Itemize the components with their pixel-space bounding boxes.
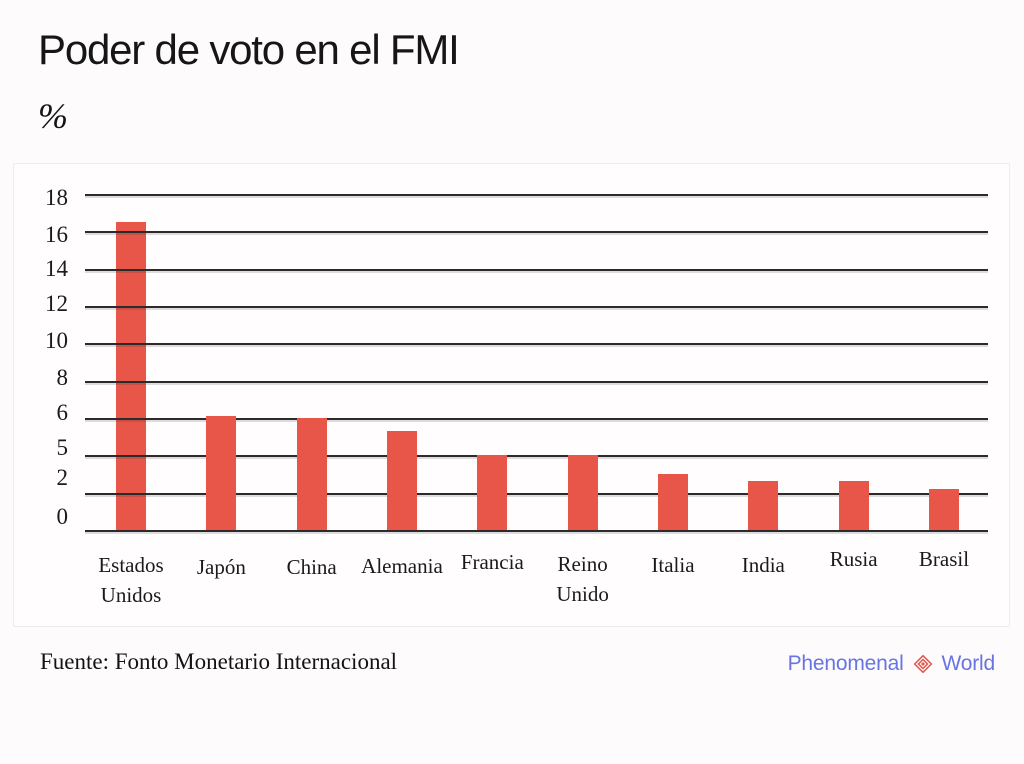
source-note: Fuente: Fonto Monetario Internacional xyxy=(40,649,398,674)
brand-word-right: World xyxy=(941,652,996,675)
chart-title: Poder de voto en el FMI xyxy=(38,26,460,73)
diamond-icon xyxy=(913,654,933,674)
y-axis-unit-label: % xyxy=(38,96,68,136)
phenomenal-world-logo: Phenomenal World xyxy=(787,652,996,676)
brand-word-left: Phenomenal xyxy=(787,652,904,675)
chart-panel xyxy=(13,163,1010,627)
